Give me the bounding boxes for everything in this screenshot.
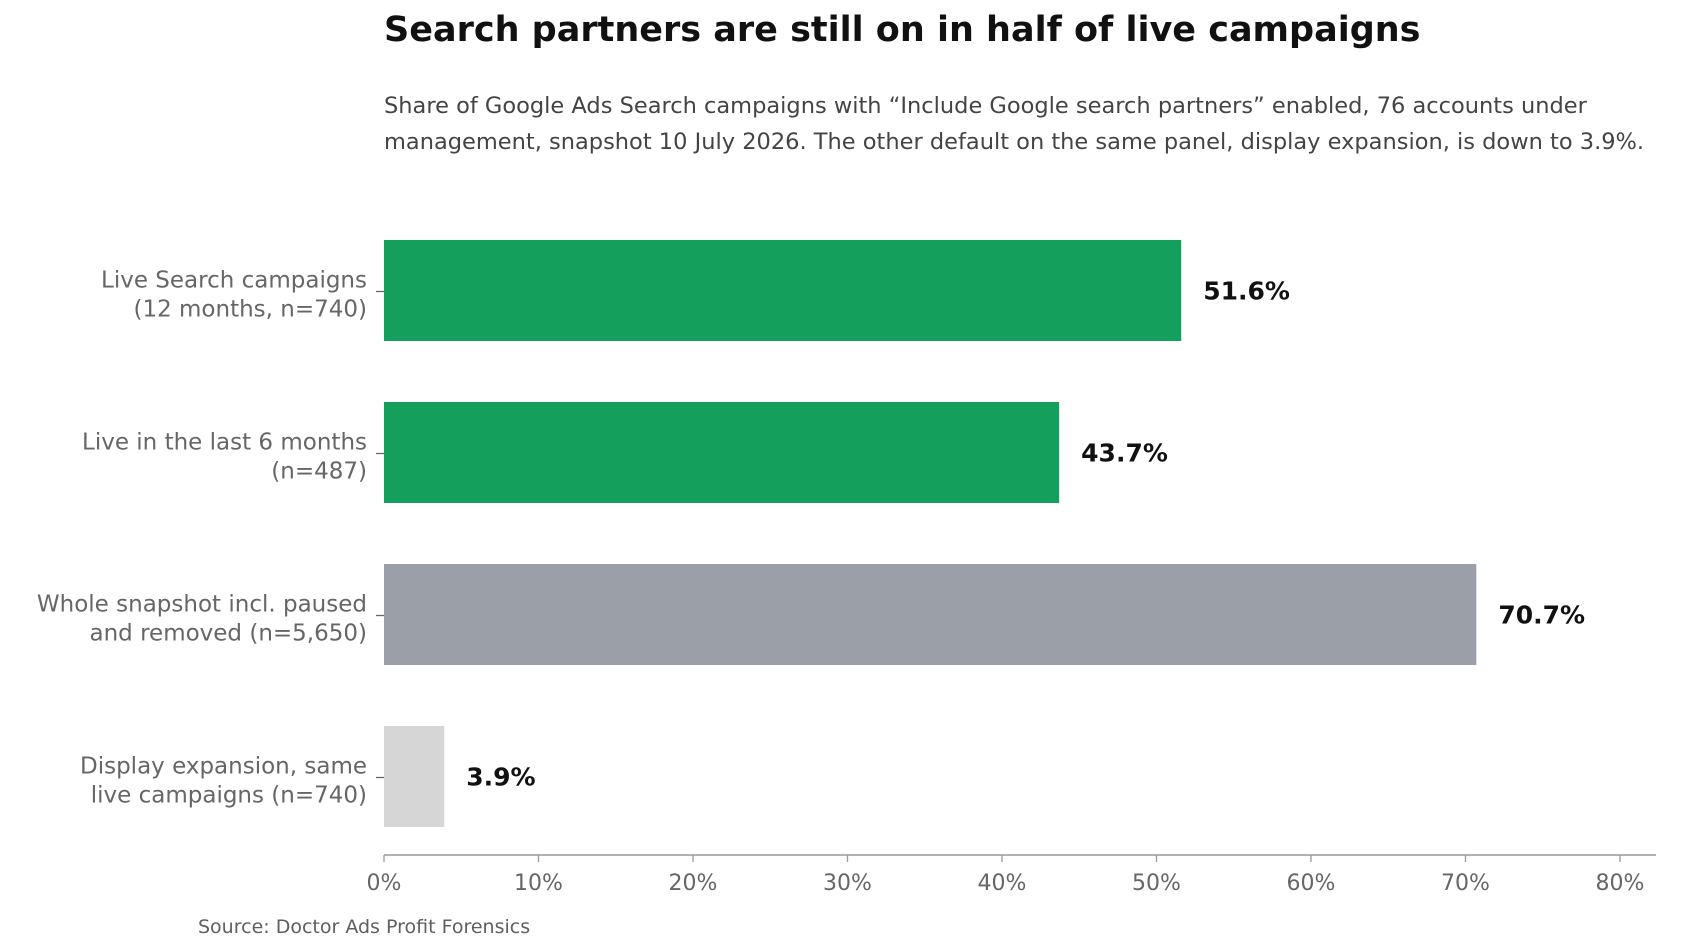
category-label: Live in the last 6 months (n=487) xyxy=(82,430,367,485)
x-tick-label: 80% xyxy=(1596,871,1645,896)
x-tick-label: 60% xyxy=(1287,871,1336,896)
x-tick-label: 70% xyxy=(1441,871,1490,896)
category-label: Whole snapshot incl. paused and removed (… xyxy=(37,592,367,647)
bar xyxy=(384,402,1060,503)
bar xyxy=(384,240,1182,341)
x-tick-label: 40% xyxy=(978,871,1027,896)
x-tick-label: 50% xyxy=(1132,871,1181,896)
data-label: 51.6% xyxy=(1203,277,1290,306)
source-note: Source: Doctor Ads Profit Forensics xyxy=(198,916,531,938)
x-tick-label: 20% xyxy=(669,871,718,896)
data-label: 43.7% xyxy=(1081,439,1168,468)
x-tick-label: 0% xyxy=(367,871,402,896)
bar xyxy=(384,726,445,827)
category-label: Live Search campaigns (12 months, n=740) xyxy=(101,268,367,323)
data-label: 70.7% xyxy=(1498,601,1585,630)
x-tick-label: 10% xyxy=(514,871,563,896)
data-label: 3.9% xyxy=(466,763,535,792)
chart-title: Search partners are still on in half of … xyxy=(384,10,1421,50)
category-label: Display expansion, same live campaigns (n… xyxy=(80,754,367,809)
x-tick-label: 30% xyxy=(823,871,872,896)
bar xyxy=(384,564,1477,665)
chart-subtitle: Share of Google Ads Search campaigns wit… xyxy=(384,93,1645,155)
